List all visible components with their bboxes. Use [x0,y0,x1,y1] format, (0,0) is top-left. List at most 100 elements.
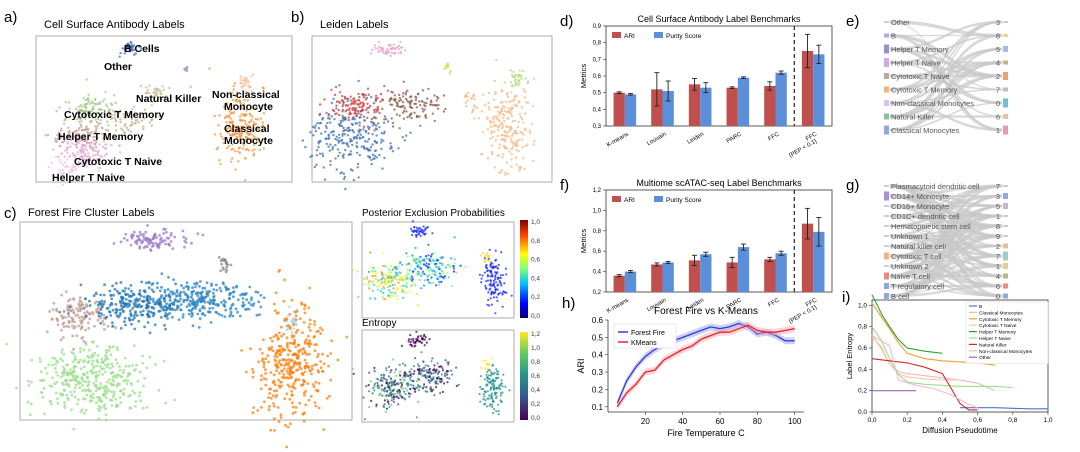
umap-point [395,272,398,275]
umap-point [409,278,412,281]
umap-point [409,264,412,267]
y-tick-label: 0,8 [858,324,867,331]
umap-point [290,334,294,337]
umap-point [104,90,107,94]
umap-point [335,100,339,103]
umap-point [505,161,509,164]
panel-b-title: Leiden Labels [320,19,389,31]
umap-point [338,136,341,140]
umap-point [494,278,497,281]
umap-point [321,369,324,373]
umap-point [252,121,255,124]
umap-point [279,344,282,348]
umap-point [261,94,265,97]
umap-point [486,303,489,306]
umap-point [97,314,101,318]
umap-point [91,101,94,105]
umap-point [484,284,487,287]
umap-point [107,124,110,127]
umap-point [205,281,209,285]
umap-point [355,122,359,125]
umap-point [78,149,82,152]
umap-point [190,241,193,245]
umap-point [353,118,356,121]
umap-point [384,50,388,53]
sankey-left-label: T regulatory cell [891,282,945,291]
umap-point [89,369,92,373]
umap-point [385,369,388,372]
panel-letter-f: f) [560,177,569,194]
umap-point [488,248,491,251]
umap-point [507,107,511,110]
umap-point [130,47,133,50]
umap-point [380,281,383,284]
bar [813,54,825,127]
umap-point [394,274,397,277]
umap-point [182,235,186,239]
umap-point [135,363,139,367]
umap-point [69,309,73,313]
umap-point [79,350,82,354]
umap-point [5,342,9,346]
umap-point [397,47,401,51]
umap-point [145,245,149,249]
umap-point [278,353,281,356]
umap-point [371,280,374,283]
umap-point [264,357,268,361]
umap-point [502,373,505,376]
umap-point [130,289,133,293]
umap-point [231,314,235,318]
bar [726,87,738,126]
umap-point [237,160,240,163]
x-tick-label: FFC [767,297,781,308]
umap-point [126,305,130,309]
umap-point [233,125,236,128]
umap-point [305,361,308,365]
umap-point [77,361,81,364]
umap-point [423,338,426,341]
umap-point [515,104,519,107]
umap-point [432,259,435,262]
umap-point [398,363,401,366]
umap-point [96,396,99,399]
umap-point [48,384,52,387]
umap-point [426,97,429,100]
umap-point [313,126,317,130]
umap-point [241,142,244,145]
umap-point [406,291,409,294]
umap-point [71,152,75,155]
umap-point [390,90,393,94]
sankey-node-left [884,21,889,23]
panel-a-frame [35,35,293,183]
umap-point [373,366,376,369]
umap-point [442,110,446,113]
umap-point [232,140,236,143]
umap-point [422,360,425,363]
umap-point [186,294,190,298]
umap-point [383,287,386,290]
umap-point [109,353,113,356]
x-tick-label: 0,2 [903,417,912,424]
umap-point [452,270,456,273]
umap-point [226,263,230,267]
umap-point [244,119,247,123]
umap-point [414,344,417,347]
umap-point [317,352,320,356]
umap-point [84,343,88,346]
umap-point [225,266,228,269]
umap-point [73,130,76,134]
umap-point [169,290,173,294]
umap-point [79,347,82,350]
umap-point [518,69,521,72]
sankey-left-label: Hematopoietic stem cell [891,222,971,231]
umap-point [296,368,300,372]
umap-point [68,305,72,309]
umap-point [271,349,275,353]
umap-point [497,119,500,122]
umap-point [134,301,138,305]
umap-point [436,372,439,375]
umap-point [143,117,146,120]
umap-point [39,378,42,382]
umap-point [369,146,373,149]
